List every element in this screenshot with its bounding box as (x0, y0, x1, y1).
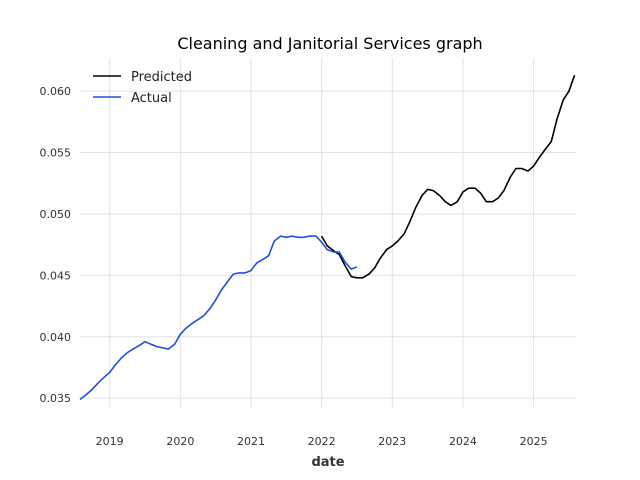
legend-label-actual: Actual (131, 91, 172, 106)
x-tick-label: 2023 (378, 435, 406, 448)
x-gridlines (109, 58, 535, 408)
x-axis-label: date (311, 455, 344, 470)
y-gridlines (80, 90, 576, 399)
y-tick-label: 0.045 (40, 269, 72, 282)
y-tick-label: 0.050 (40, 208, 72, 221)
y-tick-label: 0.040 (40, 331, 72, 344)
x-tick-label: 2022 (308, 435, 336, 448)
series-line-predicted (320, 74, 576, 279)
plot-background (80, 58, 576, 408)
y-tick-label: 0.060 (40, 85, 72, 98)
x-tick-label: 2019 (96, 435, 124, 448)
series-layer (79, 74, 576, 401)
y-tick-label: 0.035 (40, 392, 72, 405)
x-tick-label: 2024 (449, 435, 477, 448)
x-tick-label: 2025 (520, 435, 548, 448)
y-tick-label: 0.055 (40, 147, 72, 160)
chart-title: Cleaning and Janitorial Services graph (177, 34, 482, 53)
y-tick-labels: 0.035 0.040 0.045 0.050 0.055 0.060 (40, 85, 72, 405)
series-line-actual (79, 235, 358, 401)
x-tick-label: 2020 (166, 435, 194, 448)
x-tick-labels: 2019 2020 2021 2022 2023 2024 2025 (96, 435, 548, 448)
x-tick-label: 2021 (237, 435, 265, 448)
legend-label-predicted: Predicted (131, 70, 192, 85)
legend: Predicted Actual (93, 70, 192, 106)
